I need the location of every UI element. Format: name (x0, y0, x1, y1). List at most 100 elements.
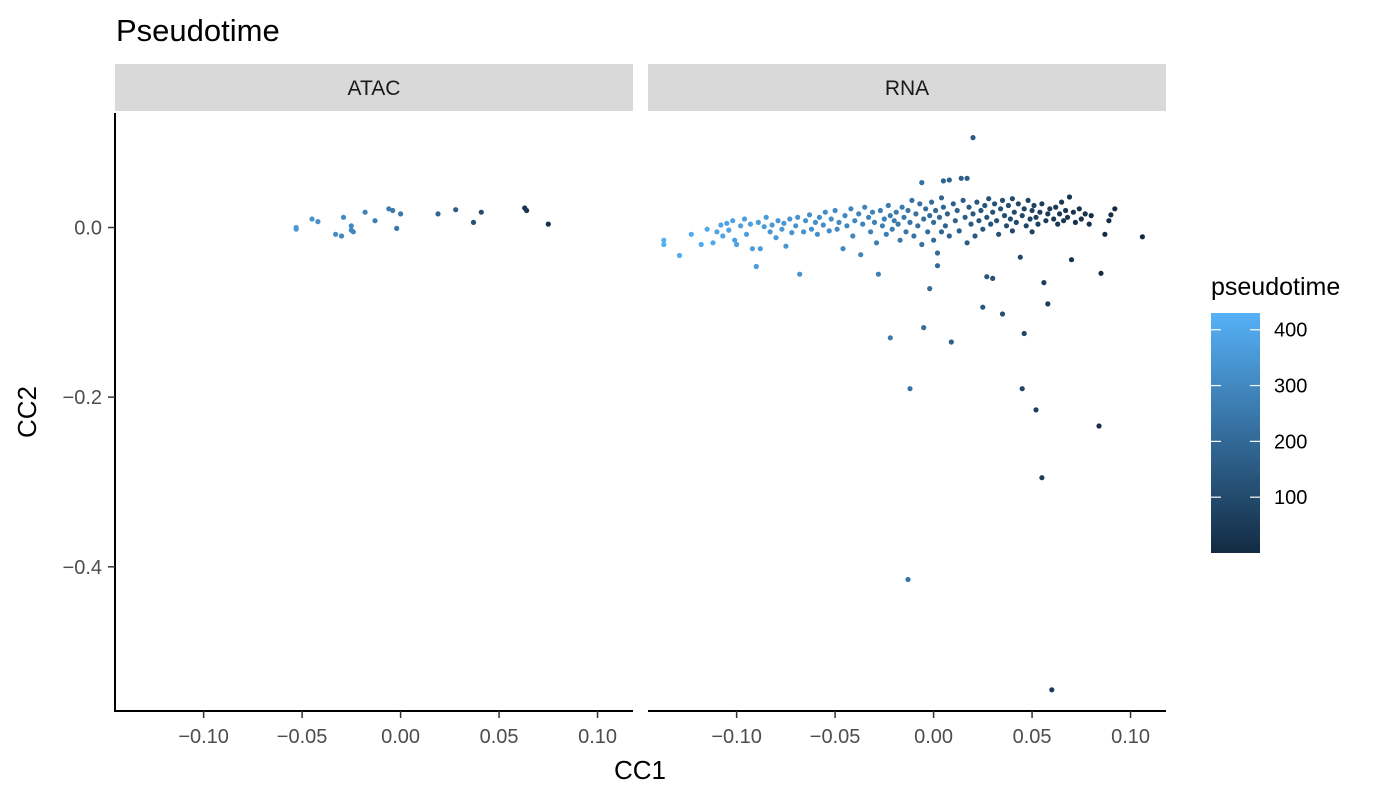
x-axis-title: CC1 (614, 755, 666, 785)
colorbar-tick-label: 400 (1274, 320, 1307, 342)
colorbar (1211, 313, 1260, 553)
data-point (919, 241, 925, 248)
data-point (730, 218, 736, 224)
data-point (814, 231, 821, 237)
data-point (688, 231, 694, 237)
data-point (944, 211, 951, 217)
data-point (333, 231, 339, 237)
data-point (1017, 254, 1023, 260)
data-point (942, 223, 949, 229)
data-point (1013, 219, 1019, 225)
data-point (938, 195, 945, 201)
data-point (879, 223, 886, 229)
data-point (755, 219, 761, 225)
data-point (789, 230, 795, 236)
data-point (917, 201, 923, 207)
data-point (1001, 213, 1008, 219)
data-point (899, 204, 905, 210)
data-point (844, 223, 850, 229)
data-point (1045, 301, 1051, 307)
data-point (946, 233, 952, 239)
x-axis-ticks-atac: −0.10 −0.05 0.00 0.05 0.10 (178, 711, 617, 748)
data-point (1047, 206, 1053, 212)
data-point (958, 175, 964, 181)
data-point (1096, 423, 1102, 429)
data-point (1070, 209, 1076, 215)
data-point (1031, 202, 1037, 209)
data-point (873, 240, 880, 246)
data-point (1035, 221, 1041, 227)
data-point (999, 311, 1006, 317)
legend-title: pseudotime (1211, 273, 1340, 301)
data-point (1082, 211, 1088, 217)
x-tick-label: −0.05 (277, 726, 328, 748)
data-point (726, 227, 732, 233)
data-point (783, 243, 789, 249)
data-point (1055, 221, 1061, 227)
data-point (905, 207, 911, 214)
data-point (970, 135, 976, 141)
data-point (348, 223, 354, 229)
data-point (891, 218, 897, 224)
data-point (806, 212, 813, 218)
data-point (315, 219, 321, 225)
data-point (921, 325, 927, 331)
data-point (767, 229, 773, 235)
data-point (773, 235, 779, 241)
data-point (763, 214, 769, 220)
data-point (852, 218, 858, 224)
data-point (860, 221, 866, 227)
data-point (1021, 206, 1027, 212)
data-point (988, 221, 994, 227)
data-point (933, 207, 939, 214)
data-point (980, 304, 986, 310)
data-point (1061, 218, 1067, 224)
data-point (903, 229, 909, 235)
data-point (889, 226, 895, 232)
data-point (877, 207, 884, 214)
data-point (907, 219, 913, 225)
data-point (915, 223, 921, 229)
data-point (816, 214, 823, 220)
data-point (986, 196, 992, 202)
data-point (964, 240, 970, 246)
data-point (919, 180, 925, 186)
x-tick-label: 0.00 (381, 726, 420, 748)
x-tick-label: 0.05 (1013, 726, 1052, 748)
y-axis-ticks: 0.0 −0.2 −0.4 (63, 218, 115, 579)
panel-atac-points (293, 205, 551, 239)
data-point (972, 233, 978, 239)
data-point (990, 209, 996, 215)
x-tick-label: 0.10 (1111, 726, 1150, 748)
data-point (757, 246, 763, 252)
data-point (968, 221, 974, 227)
colorbar-tick-label: 100 (1274, 487, 1307, 509)
data-point (390, 207, 396, 214)
data-point (743, 231, 750, 237)
data-point (913, 211, 919, 217)
data-point (905, 576, 911, 583)
data-point (398, 211, 404, 217)
data-point (881, 216, 887, 222)
data-point (1088, 213, 1094, 219)
data-point (950, 201, 956, 207)
data-point (856, 211, 862, 217)
data-point (1059, 199, 1065, 205)
data-point (820, 222, 826, 228)
data-point (998, 206, 1004, 212)
data-point (1021, 330, 1027, 337)
data-point (848, 206, 854, 212)
data-point (940, 204, 947, 210)
data-point (761, 224, 767, 230)
data-point (795, 214, 801, 220)
data-point (661, 237, 667, 243)
data-point (828, 216, 834, 222)
data-point (822, 209, 828, 215)
data-point (1051, 216, 1057, 222)
data-point (921, 216, 927, 222)
data-point (1064, 214, 1071, 220)
data-point (710, 240, 716, 246)
data-point (470, 219, 477, 225)
data-point (747, 221, 754, 227)
data-point (978, 207, 984, 214)
